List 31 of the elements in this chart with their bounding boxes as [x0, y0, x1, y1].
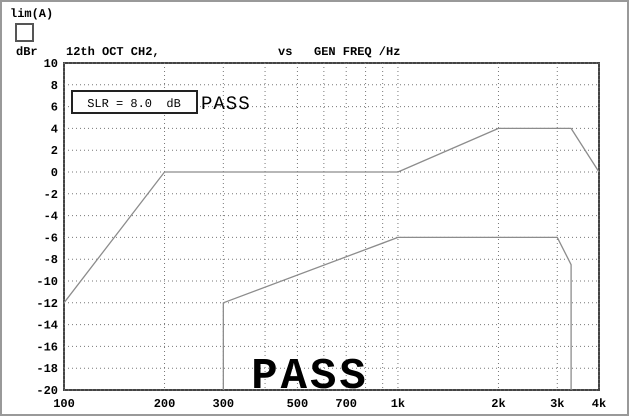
annotation: SLR = 8.0 dB [87, 97, 181, 111]
y-tick-label: -8 [44, 253, 58, 268]
y-tick-label: 0 [50, 166, 58, 180]
y-tick-label: 6 [50, 100, 58, 115]
chart-title: 12th OCT CH2, [66, 45, 160, 59]
x-tick-label: 3k [550, 397, 564, 411]
x-tick-label: 2k [491, 397, 506, 411]
y-tick-label: 4 [50, 122, 58, 136]
x-tick-label: 200 [154, 397, 176, 411]
x-tick-label: 300 [212, 397, 234, 411]
text: lim(A) [10, 7, 54, 21]
x-axis-title: GEN FREQ /Hz [314, 45, 400, 59]
x-tick-label: 100 [53, 397, 75, 411]
y-axis-title: dBr [16, 45, 38, 59]
y-tick-label: -6 [44, 231, 58, 246]
x-tick-label: 700 [335, 397, 358, 411]
y-tick-label: -10 [36, 275, 58, 289]
y-tick-label: -12 [36, 296, 58, 311]
y-tick-label: -4 [44, 210, 58, 224]
x-tick-label: 1k [390, 397, 406, 411]
y-tick-label: 8 [50, 78, 58, 93]
y-tick-label: 10 [44, 57, 58, 71]
y-tick-label: -18 [36, 362, 58, 376]
text: vs [278, 45, 292, 59]
y-tick-label: -14 [36, 318, 58, 333]
y-tick-label: 2 [50, 144, 58, 158]
y-tick-label: -2 [44, 188, 58, 202]
x-tick-label: 4k [592, 397, 606, 411]
y-tick-label: -16 [36, 340, 58, 354]
y-tick-label: -20 [36, 384, 58, 398]
annotation: PASS [201, 93, 251, 115]
